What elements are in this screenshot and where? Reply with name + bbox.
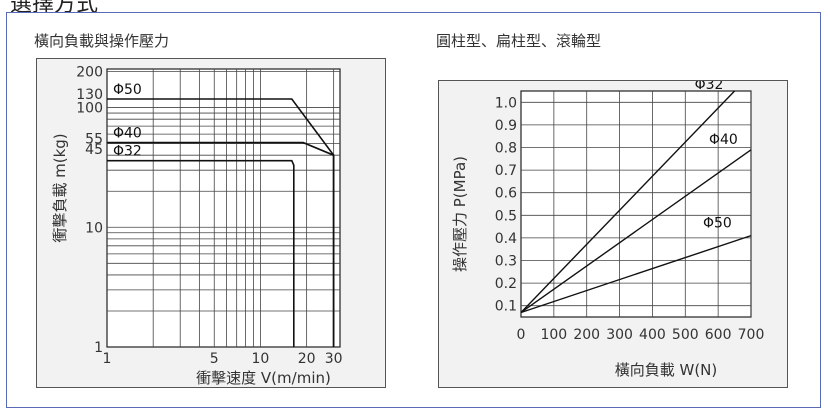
series-label: Φ32: [113, 144, 142, 160]
x-tick-label: 20: [298, 351, 316, 367]
x-tick-label: 100: [540, 327, 567, 343]
y-tick-label: 55: [85, 132, 103, 148]
series-line: [520, 234, 752, 314]
left-chart-panel: 1 10 45 55 100 130 200 1 5 10 20 30 Φ50 Φ40 Φ32 衝擊速度 V(…: [36, 58, 386, 388]
x-tick-label: 300: [606, 327, 633, 343]
x-tick-label: 0: [517, 327, 526, 343]
series-label: Φ40: [709, 132, 738, 148]
x-tick-label: 5: [210, 351, 219, 367]
y-tick-label: 45: [85, 142, 103, 158]
x-tick-label: 200: [573, 327, 600, 343]
series-line: [520, 149, 752, 314]
x-tick-label: 30: [325, 351, 343, 367]
series-label: Φ32: [695, 81, 724, 93]
y-tick-label: 0.8: [495, 141, 517, 157]
x-tick-label: 500: [672, 327, 699, 343]
y-tick-label: 0.4: [495, 231, 517, 247]
series-label: Φ40: [113, 126, 142, 142]
y-tick-label: 0.6: [495, 186, 517, 202]
y-axis-label: 操作壓力 P(MPa): [451, 156, 469, 272]
x-tick-label: 700: [738, 327, 765, 343]
right-chart-panel: 0.1 0.2 0.3 0.4 0.5 0.6 0.7 0.8 0.9 1.0 0 100 200 300…: [438, 77, 788, 388]
y-tick-label: 130: [76, 87, 103, 103]
x-axis-label: 橫向負載 W(N): [615, 361, 718, 379]
y-tick-label: 1.0: [495, 95, 517, 111]
lateral-load-chart: 0.1 0.2 0.3 0.4 0.5 0.6 0.7 0.8 0.9 1.0 0 100 200 300…: [451, 77, 765, 379]
plot-area: [520, 90, 752, 318]
y-tick-label: 100: [76, 101, 103, 117]
plot-area: [106, 68, 341, 348]
y-tick-label: 10: [85, 220, 103, 236]
y-axis-label: 衝擊負載 m(kg): [51, 133, 69, 242]
header-title-text: 選擇方式: [10, 0, 98, 12]
series-label: Φ50: [703, 216, 732, 232]
x-tick-label: 10: [252, 351, 270, 367]
series-line: [107, 159, 295, 347]
y-tick-label: 0.2: [495, 276, 517, 292]
series-line: [107, 141, 335, 347]
series-line: [520, 90, 736, 313]
x-tick-label: 600: [705, 327, 732, 343]
x-axis-label: 衝擊速度 V(m/min): [196, 369, 331, 387]
y-tick-label: 0.9: [495, 118, 517, 134]
y-tick-label: 0.1: [495, 299, 517, 315]
y-tick-label: 0.5: [495, 208, 517, 224]
header-title-fragment: 選擇方式: [6, 0, 206, 12]
left-panel-title: 橫向負載與操作壓力: [34, 32, 170, 50]
series-label: Φ50: [113, 82, 142, 98]
y-tick-label: 200: [76, 65, 103, 81]
x-tick-label: 400: [639, 327, 666, 343]
right-panel-title: 圓柱型、扁柱型、滾輪型: [436, 32, 602, 50]
y-tick-label: 1: [94, 340, 103, 356]
y-tick-label: 0.7: [495, 163, 517, 179]
y-tick-label: 0.3: [495, 254, 517, 270]
x-tick-label: 1: [103, 351, 112, 367]
